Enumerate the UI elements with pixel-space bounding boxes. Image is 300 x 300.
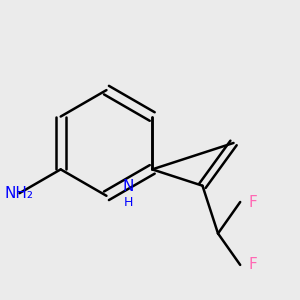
- Text: N: N: [123, 179, 134, 194]
- Text: F: F: [248, 194, 257, 209]
- Text: H: H: [124, 196, 133, 209]
- Text: F: F: [248, 257, 257, 272]
- Text: NH₂: NH₂: [5, 186, 34, 201]
